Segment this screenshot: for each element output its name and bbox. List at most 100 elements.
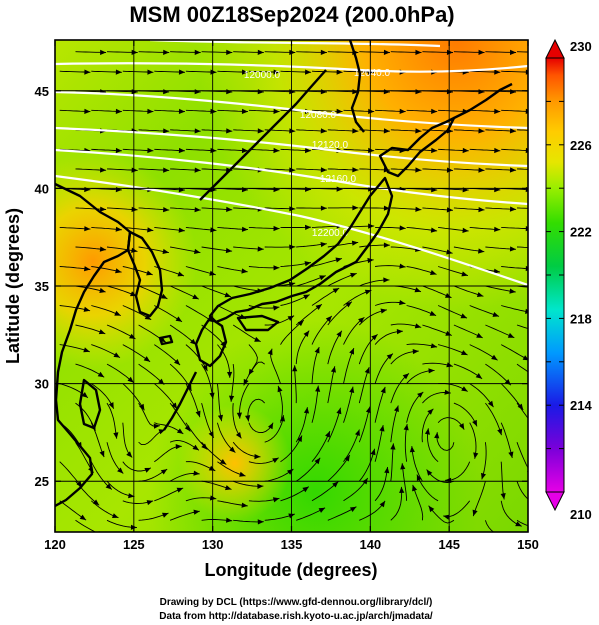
streamline-arrowhead: [208, 465, 216, 471]
streamline-arrowhead: [239, 471, 246, 477]
streamline-arrowhead: [146, 500, 154, 506]
streamline-arrowhead: [371, 334, 378, 341]
y-tick-label: 25: [35, 474, 49, 489]
streamline-arrowhead: [487, 400, 494, 408]
plot-area: 12000.0 12040.0 12080.0 12120.0 12160.0 12200…: [55, 40, 546, 532]
streamline-arrowhead: [443, 514, 450, 520]
streamline: [472, 481, 486, 517]
streamline-arrowhead: [427, 408, 434, 415]
streamline-arrowhead: [128, 493, 135, 499]
streamline-arrowhead: [194, 248, 201, 254]
streamline-arrowhead: [461, 350, 468, 355]
streamline: [185, 344, 208, 372]
contour-label: 12200.0: [312, 228, 349, 239]
streamline-arrowhead: [99, 450, 105, 458]
streamline-arrowhead: [494, 147, 501, 154]
streamline-arrowhead: [127, 376, 134, 383]
streamline-arrowhead: [380, 386, 386, 394]
streamline-arrowhead: [303, 330, 310, 337]
streamline-arrowhead: [396, 329, 403, 335]
streamline-arrowhead: [446, 207, 453, 213]
colorbar-label: 214: [570, 398, 592, 413]
coastline-kyushu: [194, 316, 228, 368]
streamline-arrowhead: [226, 517, 233, 523]
y-axis-ticks: [55, 90, 528, 482]
streamline-arrowhead: [192, 444, 199, 451]
streamline-arrowhead: [384, 467, 390, 474]
streamline-arrowhead: [462, 227, 469, 233]
streamline-arrowhead: [426, 469, 433, 476]
streamline: [311, 346, 320, 384]
map-title: MSM 00Z18Sep2024 (200.0hPa): [129, 2, 454, 27]
streamline-arrowhead: [509, 246, 516, 252]
streamline-arrowhead: [289, 49, 296, 55]
streamline: [311, 385, 319, 423]
streamline-arrowhead: [414, 287, 421, 293]
streamline-arrowhead: [494, 108, 501, 114]
streamline-arrowhead: [415, 128, 422, 134]
streamline-arrowhead: [287, 315, 295, 321]
streamline-arrowhead: [92, 499, 100, 506]
streamline-arrowhead: [522, 355, 528, 361]
streamline-arrowhead: [368, 186, 375, 192]
streamline-arrowhead: [158, 429, 166, 435]
streamline-arrowhead: [428, 368, 435, 374]
streamline-arrowhead: [508, 451, 514, 458]
x-axis-title: Longitude (degrees): [204, 560, 377, 580]
streamline: [516, 519, 528, 527]
streamline-arrowhead: [160, 293, 168, 299]
streamline-arrowhead: [430, 343, 438, 349]
streamline-arrowhead: [537, 377, 544, 382]
streamline-arrowhead: [242, 69, 248, 75]
streamline-arrowhead: [131, 49, 138, 55]
colorbar-label: 226: [570, 138, 592, 153]
coastline-mainland-asia: [55, 182, 132, 508]
streamline-arrowhead: [226, 128, 233, 134]
streamline-arrowhead: [112, 513, 119, 518]
x-tick-label: 150: [517, 537, 539, 552]
streamline-arrowhead: [475, 373, 483, 379]
contour-line-5: [55, 148, 528, 206]
streamline-arrowhead: [446, 167, 453, 173]
streamline: [358, 448, 376, 482]
streamline-arrowhead: [315, 385, 321, 392]
streamline-arrowhead: [115, 226, 122, 232]
streamline-arrowhead: [517, 403, 524, 410]
streamline-arrowhead: [481, 472, 486, 480]
streamline-arrowhead: [273, 225, 280, 232]
streamline-arrowhead: [351, 240, 359, 246]
streamline-arrowhead: [210, 69, 217, 75]
contour-line-1: [55, 62, 528, 73]
streamline-arrowhead: [336, 186, 343, 192]
streamline-arrowhead: [273, 305, 280, 311]
streamline-arrowhead: [153, 423, 160, 429]
streamline: [91, 383, 115, 409]
streamline-arrowhead: [415, 167, 422, 173]
streamline-arrowhead: [177, 271, 184, 277]
streamline-arrowhead: [368, 108, 375, 114]
streamline-arrowhead: [383, 242, 390, 248]
streamline-arrowhead: [370, 448, 376, 456]
streamline-arrowhead: [147, 69, 154, 75]
streamline-arrowhead: [257, 519, 264, 525]
colorbar-label: 218: [570, 311, 592, 326]
streamline-arrowhead: [241, 147, 248, 154]
streamline-arrowhead: [540, 526, 546, 531]
colorbar: 230 226 222 218 214 210: [545, 38, 592, 522]
streamline: [485, 402, 502, 436]
contour-label: 12040.0: [354, 68, 391, 79]
streamline-arrowhead: [459, 423, 465, 430]
streamline-arrowhead: [194, 128, 201, 134]
streamline-arrowhead: [430, 270, 437, 275]
streamline-arrowhead: [416, 474, 422, 481]
streamline-arrowhead: [147, 147, 154, 154]
x-tick-label: 130: [202, 537, 224, 552]
streamline-arrowhead: [509, 128, 517, 134]
streamline-arrowhead: [143, 356, 151, 362]
streamline-arrowhead: [412, 484, 418, 492]
streamline-arrowhead: [352, 128, 359, 134]
streamline: [201, 363, 214, 399]
streamline-arrowhead: [245, 415, 251, 422]
streamline-arrowhead: [226, 206, 233, 212]
coastline-kurils: [453, 82, 513, 120]
